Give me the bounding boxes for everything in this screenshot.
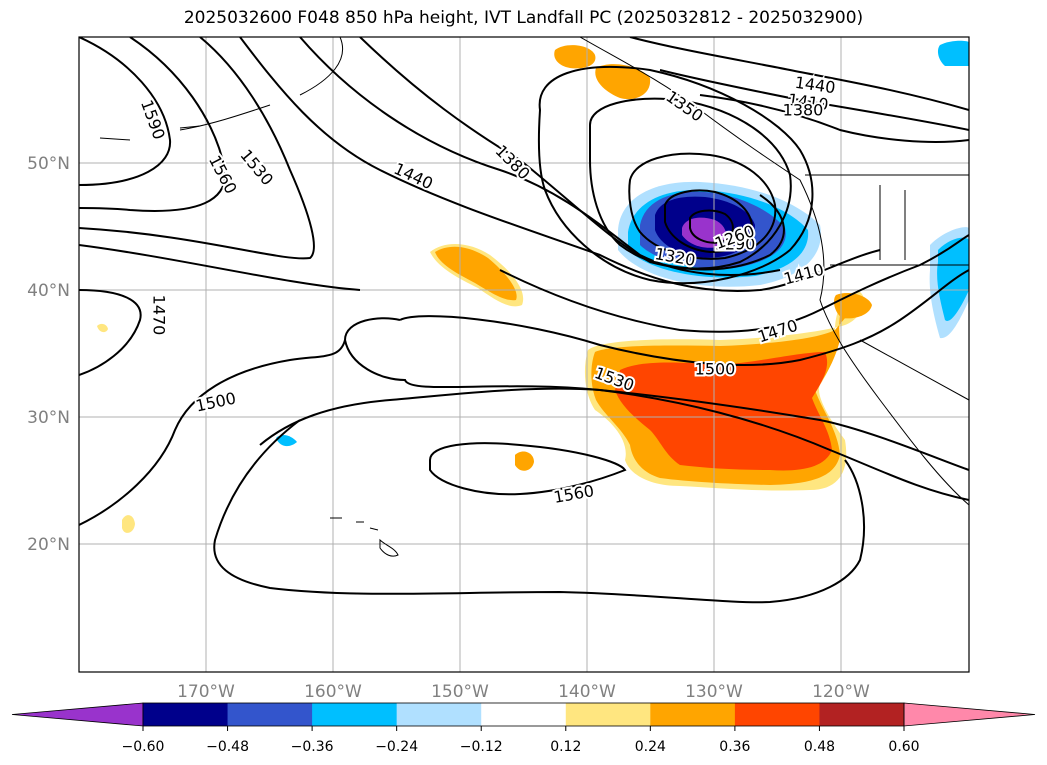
- contour-label: 1380: [783, 101, 824, 120]
- colorbar-segment: [734, 703, 820, 726]
- contour-1560-inner: [429, 442, 627, 496]
- contour-label: 1470: [150, 295, 169, 336]
- neg-shade-060: [682, 217, 726, 248]
- coastlines: [99, 37, 969, 557]
- contour-1500-east: [399, 269, 969, 366]
- contour-1380-ne: [699, 94, 969, 143]
- lat-label-30: 30°N: [27, 408, 70, 428]
- lon-label-120: 120°W: [812, 682, 870, 702]
- lon-label-160: 160°W: [304, 682, 362, 702]
- state-border-3: [879, 185, 906, 260]
- colorbar-segment: [481, 703, 567, 726]
- state-border-2: [859, 339, 969, 401]
- contour-1560: [79, 37, 227, 212]
- contour-1410-ne: [659, 69, 969, 131]
- aleutians: [99, 125, 201, 141]
- lon-label-140: 140°W: [558, 682, 616, 702]
- colorbar-segment: [819, 703, 905, 726]
- colorbar-arrow-right: [903, 702, 1036, 727]
- contour-1410: [299, 37, 781, 276]
- contour-1500-west: [79, 317, 401, 526]
- contour-1500-north: [79, 244, 361, 291]
- colorbar-frame: [142, 702, 905, 727]
- colorbar: −0.60 −0.48 −0.36 −0.24 −0.12 0.12 0.24 0.36 0.4…: [11, 702, 1036, 755]
- plot-frame: [78, 36, 970, 673]
- colorbar-tick-label: 0.24: [635, 739, 666, 755]
- contour-1440-ne: [629, 37, 969, 111]
- colorbar-tick-label: −0.12: [460, 739, 503, 755]
- contour-1530-outer: [213, 419, 866, 604]
- ne-corner-neg: [937, 40, 969, 66]
- lon-label-130: 130°W: [685, 682, 743, 702]
- contour-label: 1500: [695, 360, 736, 379]
- colorbar-tick-label: 0.12: [550, 739, 581, 755]
- pos-patch-central-inner: [435, 246, 517, 301]
- colorbar-segment: [650, 703, 736, 726]
- colorbar-tick-label: 0.60: [888, 739, 919, 755]
- pos-patch-west: [122, 515, 135, 533]
- map-title: 2025032600 F048 850 hPa height, IVT Land…: [183, 8, 864, 28]
- small-neg-patch: [276, 435, 297, 447]
- colorbar-arrow-left: [11, 702, 144, 727]
- colorbar-tick-label: −0.24: [375, 739, 418, 755]
- gridlines: [79, 37, 969, 672]
- colorbar-tick-label: −0.48: [206, 739, 249, 755]
- contour-1380-outer: [359, 37, 785, 271]
- lon-label-170: 170°W: [177, 682, 235, 702]
- contour-1350: [537, 66, 814, 285]
- contour-1470-west: [79, 289, 142, 376]
- pos-shade-036: [615, 352, 832, 471]
- colorbar-tick-label: 0.36: [719, 739, 750, 755]
- pos-patch-north: [554, 45, 596, 69]
- colorbar-tick-label: 0.48: [804, 739, 835, 755]
- hawaii-big-island: [379, 538, 399, 557]
- contour-label: 1290: [715, 235, 756, 254]
- contour-1470-east: [499, 234, 969, 333]
- height-contours: [79, 37, 969, 604]
- hawaii-islands: [330, 517, 379, 531]
- lon-label-150: 150°W: [431, 682, 489, 702]
- contour-1590: [79, 37, 172, 186]
- contour-1290: [628, 152, 777, 260]
- colorbar-segment: [312, 703, 398, 726]
- lat-label-40: 40°N: [27, 281, 70, 301]
- colorbar-segment: [227, 703, 313, 726]
- lat-label-20: 20°N: [27, 535, 70, 555]
- contour-1530-mid: [259, 387, 969, 471]
- contour-1260: [664, 189, 754, 254]
- colorbar-tick-label: −0.60: [122, 739, 165, 755]
- pos-patch-small: [515, 451, 534, 471]
- colorbar-segment: [396, 703, 482, 726]
- colorbar-segment: [143, 703, 229, 726]
- contour-1320: [589, 97, 792, 270]
- contour-1230: [689, 209, 734, 244]
- colorbar-segment: [565, 703, 651, 726]
- ivt-shading: [97, 40, 969, 533]
- lat-label-50: 50°N: [27, 154, 70, 174]
- pos-patch-tiny: [97, 323, 108, 333]
- pos-patch-north-2: [595, 64, 651, 100]
- na-west-coast: [579, 37, 969, 506]
- alaska-coast: [179, 37, 344, 131]
- colorbar-tick-label: −0.36: [291, 739, 334, 755]
- contour-1530: [79, 37, 315, 260]
- contour-1440: [239, 37, 881, 292]
